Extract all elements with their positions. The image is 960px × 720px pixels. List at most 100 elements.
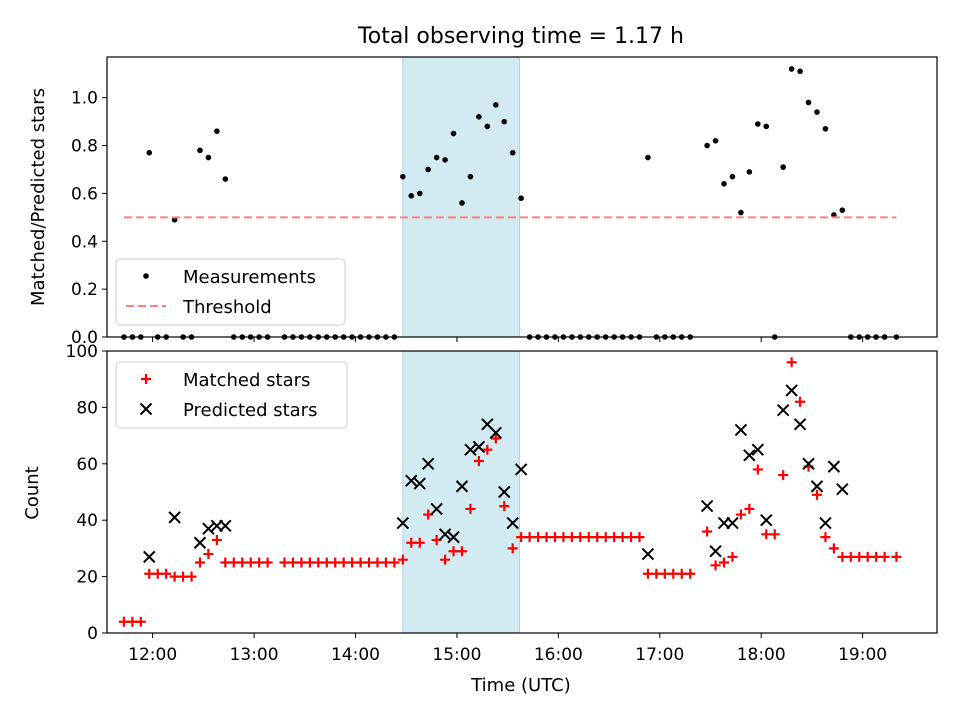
- measurement-point: [704, 142, 710, 149]
- chart-title: Total observing time = 1.17 h: [357, 24, 684, 49]
- matched-stars-point: [254, 557, 265, 568]
- x-tick-label: 17:00: [635, 645, 684, 665]
- predicted-stars-point: [514, 463, 528, 476]
- predicted-stars-point: [827, 460, 841, 473]
- matched-stars-point: [769, 529, 780, 540]
- matched-stars-point: [761, 529, 772, 540]
- matched-stars-point: [211, 534, 222, 545]
- matched-stars-point: [702, 526, 713, 537]
- measurement-point: [459, 200, 465, 206]
- predicted-stars-point: [641, 547, 655, 561]
- matched-stars-point: [482, 444, 493, 455]
- matched-stars-point: [744, 503, 755, 514]
- top-y-axis-label: Matched/Predicted stars: [28, 88, 49, 306]
- measurement-point: [484, 123, 491, 130]
- matched-stars-point: [676, 568, 687, 579]
- predicted-stars-point: [709, 545, 722, 558]
- matched-stars-point: [338, 557, 349, 568]
- matched-stars-point: [811, 489, 822, 500]
- matched-stars-point: [364, 557, 375, 568]
- predicted-stars-point: [776, 404, 790, 417]
- measurement-point: [822, 125, 829, 132]
- matched-stars-point: [642, 568, 653, 579]
- matched-stars-point: [558, 532, 569, 543]
- predicted-stars-point: [802, 457, 815, 471]
- top-y-tick-label: 0.0: [71, 328, 98, 348]
- matched-stars-point: [456, 546, 467, 557]
- measurement-point: [146, 149, 153, 156]
- measurement-point: [788, 66, 795, 72]
- x-tick-label: 18:00: [737, 645, 786, 665]
- measurement-point: [400, 173, 406, 180]
- matched-stars-point: [617, 532, 628, 543]
- bottom-y-tick-label: 0: [87, 624, 98, 644]
- measurement-point: [450, 130, 457, 137]
- measurement-point: [416, 190, 423, 197]
- measurement-point: [839, 207, 846, 213]
- measurement-point: [738, 209, 744, 216]
- matched-stars-point: [533, 532, 544, 543]
- matched-stars-point: [490, 433, 501, 444]
- predicted-stars-point: [700, 499, 714, 513]
- matched-stars-point: [845, 551, 856, 562]
- matched-stars-point: [372, 557, 383, 568]
- matched-stars-point: [228, 557, 239, 568]
- matched-stars-point: [330, 557, 341, 568]
- measurement-point: [518, 195, 524, 201]
- measurement-point: [205, 154, 212, 161]
- measurement-point: [425, 166, 431, 173]
- top-y-tick-label: 0.8: [71, 137, 98, 157]
- matched-stars-point: [583, 532, 594, 543]
- top-panel: 0.0 0.2 0.4 0.6 0.8 1.0 Measurements Threshold: [71, 56, 938, 348]
- predicted-stars-point: [726, 516, 739, 530]
- predicted-stars-point: [506, 516, 519, 530]
- predicted-stars-point: [396, 516, 410, 530]
- matched-stars-point: [592, 532, 603, 543]
- bottom-y-tick-label: 80: [76, 398, 98, 418]
- predicted-stars-point: [455, 480, 469, 493]
- matched-stars-point: [651, 568, 662, 579]
- measurement-point: [467, 173, 474, 180]
- matched-stars-point: [828, 543, 839, 554]
- predicted-stars-point: [413, 477, 426, 490]
- top-y-tick-label: 0.2: [71, 280, 98, 300]
- bottom-y-axis-label: Count: [22, 466, 43, 519]
- measurement-point: [645, 154, 651, 161]
- bottom-y-tick-label: 60: [76, 455, 98, 475]
- matched-stars-point: [178, 571, 189, 582]
- matched-stars-point: [262, 557, 273, 568]
- matched-stars-point: [795, 396, 806, 407]
- matched-stars-point: [169, 571, 180, 582]
- legend-matched-swatch: [141, 374, 151, 384]
- matched-stars-point: [516, 532, 527, 543]
- matched-stars-point: [879, 551, 890, 562]
- matched-stars-point: [414, 537, 425, 548]
- top-y-tick-label: 0.6: [71, 184, 98, 204]
- matched-stars-point: [499, 501, 510, 512]
- measurement-point: [509, 149, 516, 156]
- predicted-stars-point: [421, 457, 435, 471]
- measurement-point: [797, 68, 803, 75]
- matched-stars-point: [668, 568, 679, 579]
- matched-stars-point: [135, 616, 146, 627]
- matched-stars-point: [186, 571, 197, 582]
- matched-stars-point: [541, 532, 552, 543]
- bottom-y-tick-label: 40: [76, 511, 98, 531]
- predicted-stars-point: [202, 522, 215, 535]
- measurement-point: [814, 109, 820, 115]
- matched-stars-point: [161, 568, 172, 579]
- measurement-point: [729, 173, 736, 180]
- predicted-stars-point: [168, 511, 181, 524]
- top-axes-frame: [106, 56, 938, 338]
- bottom-y-tick-label: 20: [76, 568, 98, 588]
- matched-stars-point: [127, 616, 138, 627]
- matched-stars-point: [609, 532, 620, 543]
- predicted-stars-point: [464, 443, 477, 456]
- matched-stars-point: [245, 557, 256, 568]
- predicted-stars-point: [819, 516, 832, 530]
- matched-stars-point: [118, 616, 129, 627]
- matched-stars-point: [727, 551, 738, 562]
- top-legend-box: [115, 258, 346, 326]
- matched-stars-point: [549, 532, 560, 543]
